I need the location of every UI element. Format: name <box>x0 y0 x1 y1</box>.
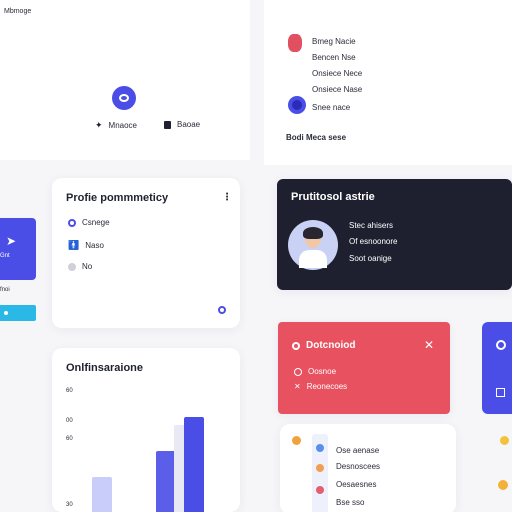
list-item[interactable]: Bencen Nse <box>312 53 356 62</box>
record-icon <box>119 94 129 102</box>
chart-bar <box>184 416 204 512</box>
toggle-icon[interactable] <box>288 96 306 114</box>
list-item[interactable]: Snee nace <box>312 103 351 112</box>
edge-tile[interactable] <box>482 322 512 414</box>
arrow-icon: ➤ <box>6 234 17 248</box>
profile-item[interactable]: Csnege <box>68 218 110 227</box>
action-baoae[interactable]: Baoae <box>164 120 200 129</box>
thumbnail-strip <box>312 434 328 512</box>
list-item[interactable]: Onsiece Nase <box>312 85 363 94</box>
list-item[interactable]: Ose aenase <box>336 446 380 455</box>
bar-chart <box>92 408 232 512</box>
side-tile-strip[interactable] <box>0 305 36 321</box>
tick-label: 30 <box>66 502 73 508</box>
alert-header: Dotcnoiod <box>292 340 355 351</box>
list-item[interactable]: Bmeg Nacie <box>312 37 356 46</box>
record-icon <box>496 340 506 350</box>
brand-label: Mbmoge <box>4 8 32 15</box>
side-tile[interactable]: ➤ <box>0 218 36 280</box>
tick-label: 60 <box>66 436 73 442</box>
status-dot-icon <box>218 306 226 314</box>
alert-item[interactable]: Oosnoe <box>294 367 336 376</box>
dot-icon <box>68 262 76 271</box>
close-icon[interactable]: ✕ <box>424 338 435 352</box>
side-label: fnoi <box>0 287 10 293</box>
dark-card: Prutitosol astrie Stec ahisers Of esnoon… <box>277 179 512 290</box>
list-item[interactable]: Oesaesnes <box>336 480 377 489</box>
lock-icon <box>164 120 171 129</box>
profile-item[interactable]: 🚹 Naso <box>68 240 104 250</box>
list-item[interactable]: Onsiece Nece <box>312 69 363 78</box>
bell-icon <box>288 34 302 52</box>
list-item[interactable]: Desnoscees <box>336 462 381 471</box>
record-icon <box>292 341 300 350</box>
x-icon: ✕ <box>294 382 301 391</box>
record-button[interactable] <box>112 86 136 110</box>
list-item[interactable]: Bse sso <box>336 498 365 507</box>
profile-card-title: Profie pommmeticy <box>66 192 169 204</box>
bottom-list-card: Ose aenase Desnoscees Oesaesnes Bse sso <box>280 424 456 512</box>
side-label: Gnt <box>0 253 10 259</box>
chart-card: Onlfinsaraione 60 00 60 30 <box>52 348 240 512</box>
arrows-icon: ✦ <box>95 120 103 130</box>
chart-title: Onlfinsaraione <box>66 362 144 374</box>
profile-card: Profie pommmeticy ⋮ Csnege 🚹 Naso No <box>52 178 240 328</box>
status-icon <box>498 480 508 490</box>
tick-label: 00 <box>66 418 73 424</box>
profile-item[interactable]: No <box>68 262 92 271</box>
status-icon <box>500 436 509 445</box>
dark-card-line: Of esnoonore <box>349 237 398 246</box>
left-top-panel: Mbmoge ✦ Mnaoce Baoae <box>0 0 250 160</box>
alert-card: Dotcnoiod ✕ Oosnoe ✕ Reonecoes <box>278 322 450 414</box>
circle-icon <box>68 218 76 227</box>
checkbox-icon <box>496 388 505 397</box>
alert-item[interactable]: ✕ Reonecoes <box>294 382 348 391</box>
list-footer: Bodi Meca sese <box>286 133 347 142</box>
right-top-panel: Bmeg Nacie Bencen Nse Onsiece Nece Onsie… <box>264 0 512 165</box>
chart-bar <box>92 477 112 512</box>
circle-icon <box>294 367 302 376</box>
tick-label: 60 <box>66 388 73 394</box>
action-mnaoce[interactable]: ✦ Mnaoce <box>95 120 138 130</box>
avatar <box>288 220 338 270</box>
dark-card-line: Soot oanige <box>349 254 392 263</box>
dark-card-title: Prutitosol astrie <box>291 191 375 203</box>
status-icon <box>292 436 301 445</box>
dark-card-line: Stec ahisers <box>349 221 394 230</box>
chart-bar <box>156 451 176 512</box>
more-icon[interactable]: ⋮ <box>222 192 232 203</box>
user-icon: 🚹 <box>68 240 80 250</box>
